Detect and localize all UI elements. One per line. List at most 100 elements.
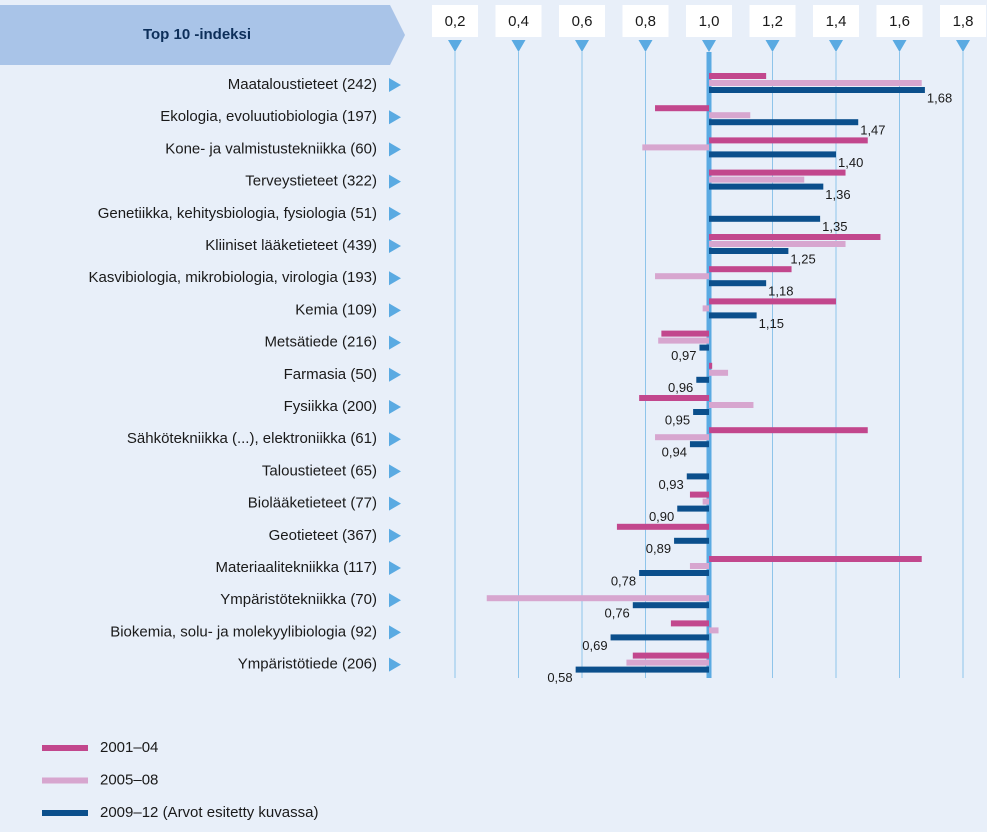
bar [689, 441, 709, 448]
bar [616, 523, 709, 530]
bar [709, 112, 751, 119]
value-label: 1,47 [860, 123, 885, 138]
tick-box [876, 5, 923, 37]
x-tick-label: 1,4 [826, 13, 847, 30]
row-arrow [389, 496, 401, 511]
category-label: Kemia (109) [295, 301, 377, 318]
value-label: 0,93 [658, 477, 683, 492]
tick-marker [892, 40, 907, 52]
tick-marker [765, 40, 780, 52]
category-label: Genetiikka, kehitysbiologia, fysiologia … [98, 205, 377, 222]
value-label: 0,97 [671, 348, 696, 363]
bar [709, 369, 729, 376]
bar [674, 537, 709, 544]
bar [709, 183, 824, 190]
bar [610, 634, 709, 641]
legend-label: 2009–12 (Arvot esitetty kuvassa) [100, 804, 318, 821]
row-arrow [389, 271, 401, 286]
value-label: 0,95 [665, 412, 690, 427]
bar [689, 563, 709, 569]
value-label: 0,96 [668, 380, 693, 395]
bar [696, 376, 709, 383]
category-label: Fysiikka (200) [284, 398, 377, 415]
x-tick-label: 1,0 [699, 13, 720, 30]
bar [709, 137, 868, 144]
category-label: Ympäristötiede (206) [238, 656, 377, 673]
chart-title: Top 10 -indeksi [143, 26, 251, 43]
tick-marker [956, 40, 970, 52]
bar [575, 666, 709, 673]
row-arrow [389, 561, 401, 575]
tick-marker [638, 40, 653, 52]
category-label: Kasvibiologia, mikrobiologia, virologia … [89, 269, 377, 286]
row-arrow [389, 335, 401, 350]
row-arrow [389, 78, 401, 92]
value-label: 1,36 [825, 187, 850, 202]
bar [632, 652, 709, 659]
bar [709, 73, 767, 79]
bar [639, 395, 709, 401]
bar [686, 473, 709, 480]
bar [655, 434, 709, 441]
row-arrow [389, 400, 401, 414]
bar [677, 505, 709, 512]
category-label: Biokemia, solu- ja molekyylibiologia (92… [110, 623, 377, 640]
bar [709, 627, 719, 634]
category-label: Maataloustieteet (242) [228, 76, 377, 93]
category-label: Sähkötekniikka (...), elektroniikka (61) [127, 430, 377, 447]
value-label: 1,25 [790, 251, 815, 266]
bar [709, 80, 922, 86]
bar [709, 556, 922, 562]
row-arrow [389, 239, 401, 253]
x-tick-label: 1,6 [889, 13, 910, 30]
category-label: Geotieteet (367) [269, 527, 377, 544]
bar [670, 620, 709, 627]
bar [709, 215, 821, 222]
header-box [0, 5, 405, 65]
bar [709, 427, 868, 434]
bar [709, 402, 754, 408]
category-label: Kliiniset lääketieteet (439) [205, 237, 377, 254]
bar [632, 602, 709, 609]
category-label: Biolääketieteet (77) [248, 495, 377, 512]
value-label: 0,69 [582, 638, 607, 653]
bar [626, 659, 709, 666]
bar [709, 298, 836, 305]
bar [658, 337, 709, 344]
row-arrow [389, 303, 401, 318]
row-arrow [389, 464, 401, 479]
bar [709, 248, 789, 254]
tick-box [686, 5, 732, 37]
bar [689, 491, 709, 498]
tick-box [813, 5, 859, 37]
bar [709, 280, 767, 287]
tick-marker [575, 40, 589, 52]
x-tick-label: 1,8 [953, 13, 974, 30]
row-arrow [389, 142, 401, 157]
category-label: Ympäristötekniikka (70) [220, 591, 377, 608]
category-label: Ekologia, evoluutiobiologia (197) [160, 108, 377, 125]
value-label: 1,18 [768, 284, 793, 299]
tick-marker [511, 40, 526, 52]
bar [709, 362, 713, 369]
bar [486, 595, 709, 602]
legend-label: 2005–08 [100, 771, 158, 788]
category-label: Taloustieteet (65) [262, 462, 377, 479]
value-label: 1,35 [822, 219, 847, 234]
tick-box [622, 5, 669, 37]
tick-marker [702, 40, 716, 52]
x-tick-label: 0,6 [572, 13, 593, 30]
x-tick-label: 0,4 [508, 13, 529, 30]
bar [639, 570, 709, 576]
x-tick-label: 1,2 [762, 13, 783, 30]
tick-box [495, 5, 542, 37]
tick-marker [448, 40, 462, 52]
value-label: 1,68 [927, 90, 952, 105]
bar [693, 409, 709, 415]
value-label: 1,15 [759, 316, 784, 331]
row-arrow [389, 432, 401, 447]
tick-box [559, 5, 605, 37]
value-label: 0,94 [662, 445, 687, 460]
category-label: Kone- ja valmistustekniikka (60) [165, 140, 377, 157]
